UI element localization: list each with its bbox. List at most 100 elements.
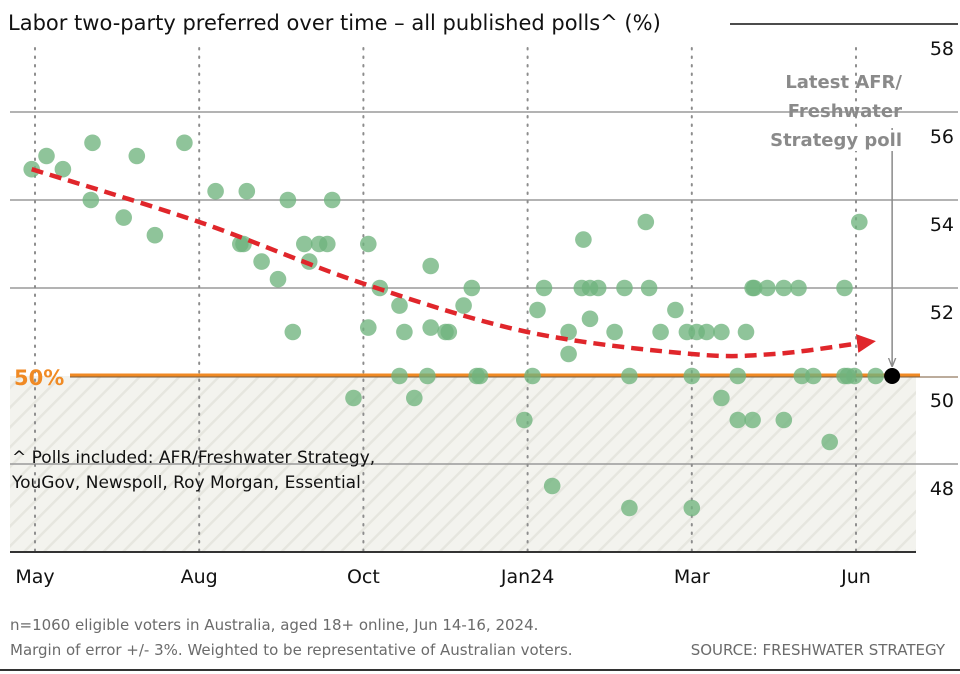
- poll-point: [54, 160, 72, 178]
- poll-point: [867, 367, 884, 385]
- poll-point: [821, 433, 838, 451]
- x-tick-oct: Oct: [347, 566, 380, 588]
- annotation-line-3: Strategy poll: [770, 130, 902, 151]
- poll-point: [621, 367, 638, 385]
- y-tick-52: 52: [930, 302, 954, 324]
- poll-point: [775, 279, 793, 297]
- poll-point: [345, 389, 362, 407]
- poll-point: [836, 279, 853, 297]
- poll-point: [82, 191, 100, 209]
- poll-point: [713, 323, 730, 341]
- poll-point: [235, 235, 252, 253]
- note-line-1: ^ Polls included: AFR/Freshwater Strateg…: [12, 448, 375, 468]
- x-tick-may: May: [15, 566, 54, 588]
- annotation-knockout: [764, 130, 908, 151]
- poll-point: [606, 323, 623, 341]
- poll-point: [589, 279, 607, 297]
- poll-point: [790, 279, 807, 297]
- poll-point: [683, 499, 701, 517]
- poll-point: [581, 310, 599, 328]
- poll-point: [683, 367, 701, 385]
- poll-point: [360, 235, 377, 253]
- poll-point: [529, 301, 546, 319]
- latest-poll-point: [884, 368, 901, 384]
- poll-point: [146, 226, 164, 244]
- poll-points: [23, 134, 884, 517]
- poll-point: [38, 147, 55, 165]
- poll-point: [640, 279, 658, 297]
- poll-point: [851, 213, 868, 231]
- poll-point: [575, 231, 592, 248]
- poll-point: [729, 411, 747, 429]
- poll-point: [652, 323, 669, 341]
- poll-point: [616, 279, 633, 297]
- annotation-line-2: Freshwater: [788, 101, 902, 122]
- footer-margin-note: Margin of error +/- 3%. Weighted to be r…: [10, 641, 573, 659]
- chart-title: Labor two-party preferred over time – al…: [8, 11, 661, 35]
- latest-poll-marker-group: [884, 368, 901, 384]
- y-tick-50: 50: [930, 390, 954, 412]
- note-line-2: YouGov, Newspoll, Roy Morgan, Essential: [11, 473, 361, 493]
- x-tick-jun: Jun: [840, 566, 871, 588]
- x-tick-jan24: Jan24: [500, 566, 554, 588]
- poll-point: [440, 323, 458, 341]
- poll-point: [745, 279, 763, 297]
- poll-point: [744, 411, 761, 429]
- poll-point: [793, 367, 811, 385]
- poll-point: [176, 134, 193, 152]
- poll-point: [621, 499, 638, 517]
- poll-point: [737, 323, 755, 341]
- x-tick-mar: Mar: [674, 566, 710, 588]
- poll-point: [543, 477, 561, 495]
- poll-point: [406, 389, 423, 407]
- poll-point: [323, 191, 341, 209]
- poll-point: [713, 389, 730, 407]
- poll-point: [637, 213, 655, 231]
- poll-point: [463, 279, 481, 297]
- poll-point: [560, 323, 577, 341]
- poll-point: [729, 367, 747, 385]
- polls-included-note: ^ Polls included: AFR/Freshwater Strateg…: [11, 448, 375, 493]
- gridlines: [10, 111, 958, 465]
- poll-point: [396, 323, 413, 341]
- poll-point: [269, 270, 287, 288]
- poll-point: [535, 279, 553, 297]
- footer-sample-note: n=1060 eligible voters in Australia, age…: [10, 616, 538, 634]
- poll-point: [238, 182, 256, 200]
- poll-point: [805, 367, 822, 385]
- poll-point: [524, 367, 541, 385]
- poll-point: [775, 411, 793, 429]
- y-tick-56: 56: [930, 126, 954, 148]
- poll-point: [846, 367, 863, 385]
- trend-line: [31, 167, 876, 359]
- poll-point: [667, 301, 684, 319]
- poll-point: [422, 257, 440, 275]
- poll-point: [391, 367, 408, 385]
- x-tick-aug: Aug: [181, 566, 218, 588]
- footer-source: SOURCE: FRESHWATER STRATEGY: [691, 641, 946, 659]
- poll-point: [319, 235, 336, 253]
- poll-point: [84, 134, 101, 152]
- y-tick-54: 54: [930, 214, 954, 236]
- y-tick-labels: 48 50 52 54 56 58: [930, 38, 954, 500]
- poll-point: [128, 147, 146, 165]
- poll-point: [516, 411, 533, 429]
- poll-point: [360, 319, 377, 336]
- y-tick-48: 48: [930, 478, 954, 500]
- poll-point: [419, 367, 436, 385]
- x-tick-labels: May Aug Oct Jan24 Mar Jun: [15, 566, 870, 588]
- latest-poll-annotation: Latest AFR/Freshwater Strategy poll: [764, 72, 908, 151]
- poll-point: [284, 323, 302, 341]
- poll-point: [759, 279, 776, 297]
- reference-label-50: 50%: [14, 366, 64, 390]
- poll-point: [279, 191, 297, 209]
- poll-point: [296, 235, 313, 253]
- poll-point: [560, 345, 577, 363]
- poll-point: [207, 182, 224, 200]
- poll-point: [471, 367, 489, 385]
- poll-point: [115, 209, 132, 226]
- poll-point: [455, 297, 472, 314]
- poll-point: [23, 160, 40, 178]
- poll-point: [253, 253, 270, 270]
